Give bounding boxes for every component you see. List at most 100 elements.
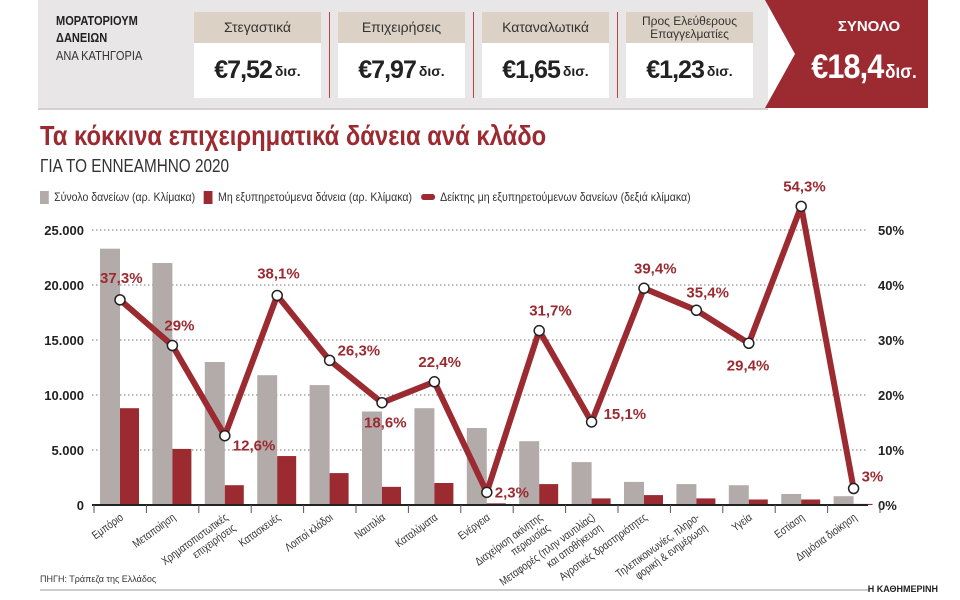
card-amount: €7,97 <box>358 56 417 84</box>
x-category-label-line: Καταλύματα <box>393 511 440 551</box>
ratio-data-label: 29,4% <box>727 357 770 374</box>
x-category-label-line: Κατασκευές <box>236 511 283 550</box>
moratorium-subtitle: ΑΝΑ ΚΑΤΗΓΟΡΙΑ <box>56 48 143 63</box>
x-category-label: Ενέργεια <box>456 511 493 543</box>
bar-npl <box>644 495 663 505</box>
bar-npl <box>434 483 454 505</box>
category-card: Επιχειρήσεις €7,97 δισ. <box>338 12 465 98</box>
card-label: Καταναλωτικά <box>482 12 609 43</box>
card-value: €1,23 δισ. <box>626 43 753 98</box>
card-label: Στεγαστικά <box>194 12 321 43</box>
bar-total-loans <box>781 494 802 505</box>
ratio-data-label: 35,4% <box>686 284 729 301</box>
y-right-tick-label: 50% <box>878 223 904 238</box>
ratio-point <box>795 200 807 213</box>
ratio-data-label: 12,6% <box>233 438 276 455</box>
card-value: €7,97 δισ. <box>338 43 465 98</box>
ratio-data-label: 31,7% <box>529 303 572 320</box>
x-category-label-line: Μεταποίηση <box>130 511 178 551</box>
bar-npl <box>539 484 559 505</box>
card-unit: δισ. <box>418 62 445 79</box>
total-unit: δισ. <box>885 62 917 83</box>
x-category-label-line: Ναυτιλία <box>352 511 388 542</box>
ratio-point <box>219 429 231 442</box>
legend-label-ratio: Δείκτης μη εξυπηρετούμενων δανείων (δεξι… <box>440 190 691 204</box>
bar-total-loans <box>257 375 278 505</box>
card-value: €7,52 δισ. <box>194 43 321 98</box>
card-amount: €7,52 <box>214 56 273 84</box>
y-left-tick-label: 0 <box>77 498 84 513</box>
card-divider <box>473 12 474 98</box>
ratio-point <box>690 304 703 317</box>
y-right-tick-label: 10% <box>878 443 904 458</box>
card-unit: δισ. <box>274 62 301 79</box>
ratio-point <box>743 337 755 350</box>
legend-swatch-npl <box>203 190 213 204</box>
ratio-point <box>323 354 336 367</box>
ratio-data-label: 2,3% <box>495 484 529 501</box>
bar-npl <box>801 499 821 505</box>
bar-total-loans <box>624 481 644 505</box>
bar-total-loans <box>728 485 749 505</box>
ratio-data-label: 15,1% <box>604 406 647 423</box>
x-category-label: Μεταποίηση <box>130 511 178 551</box>
y-right-tick-label: 40% <box>878 278 904 293</box>
bar-npl <box>591 498 611 505</box>
bar-npl <box>382 486 401 505</box>
legend: Σύνολο δανείων (αρ. Κλίμακα) Μη εξυπηρετ… <box>40 190 691 204</box>
x-category-label: Εστίαση <box>772 511 807 542</box>
ratio-point <box>376 396 388 409</box>
x-category-label-line: Εστίαση <box>772 511 807 542</box>
moratorium-title: ΜΟΡΑΤΟΡΙΟΥΜ ΔΑΝΕΙΩΝ <box>56 13 138 45</box>
x-category-label-line: Εμπόριο <box>90 511 126 543</box>
card-divider <box>329 12 330 98</box>
ratio-data-label: 39,4% <box>634 260 677 277</box>
bar-total-loans <box>204 362 225 505</box>
y-left-tick-label: 20.000 <box>44 278 84 293</box>
bar-total-loans <box>833 496 854 505</box>
card-amount: €1,65 <box>502 56 561 84</box>
bar-total-loans <box>414 408 435 505</box>
ratio-point <box>638 282 650 295</box>
chart-subtitle: ΓΙΑ ΤΟ ΕΝΝΕΑΜΗΝΟ 2020 <box>40 156 229 176</box>
x-category-label-line: Ενέργεια <box>456 511 493 543</box>
bar-npl <box>120 408 139 505</box>
ratio-data-label: 38,1% <box>257 265 300 282</box>
y-left-tick-label: 10.000 <box>44 388 84 403</box>
total-value: €18,4δισ. <box>803 48 925 87</box>
card-amount: €1,23 <box>646 56 705 84</box>
card-label: Προς Ελεύθερους Επαγγελματίες <box>626 12 753 43</box>
ratio-data-label: 26,3% <box>338 342 381 359</box>
ratio-data-label: 22,4% <box>418 354 461 371</box>
card-divider <box>617 12 618 98</box>
x-category-label: Λοιποί κλάδοι <box>283 511 336 555</box>
source-note: ΠΗΓΗ: Τράπεζα της Ελλάδος <box>40 574 157 584</box>
category-card: Στεγαστικά €7,52 δισ. <box>194 12 321 98</box>
bar-total-loans <box>100 248 120 505</box>
bar-total-loans <box>362 411 382 505</box>
bar-total-loans <box>676 484 697 505</box>
x-category-label: Υγεία <box>729 511 754 535</box>
ratio-point <box>428 376 441 388</box>
bar-total-loans <box>152 263 173 505</box>
card-unit: δισ. <box>562 62 589 79</box>
x-category-label-line: Υγεία <box>729 511 754 535</box>
total-label: ΣΥΝΟΛΟ <box>837 18 901 35</box>
bar-total-loans <box>309 385 330 505</box>
ratio-point <box>585 416 598 428</box>
category-card: Προς Ελεύθερους Επαγγελματίες €1,23 δισ. <box>626 12 753 98</box>
legend-swatch-total <box>40 190 49 204</box>
card-unit: δισ. <box>706 62 733 79</box>
x-category-label: Ναυτιλία <box>352 511 388 542</box>
ratio-point <box>114 294 126 306</box>
brand-logo: Η ΚΑΘΗΜΕΡΙΝΗ <box>867 584 938 594</box>
ratio-point <box>166 339 179 352</box>
ratio-data-label: 37,3% <box>100 270 143 287</box>
bar-total-loans <box>519 441 540 505</box>
bar-npl <box>172 448 192 505</box>
legend-label-npl: Μη εξυπηρετούμενα δάνεια (αρ. Κλίμακα) <box>218 190 413 204</box>
ratio-point <box>533 324 545 337</box>
y-left-tick-label: 25.000 <box>44 223 84 238</box>
bar-npl <box>277 456 297 505</box>
